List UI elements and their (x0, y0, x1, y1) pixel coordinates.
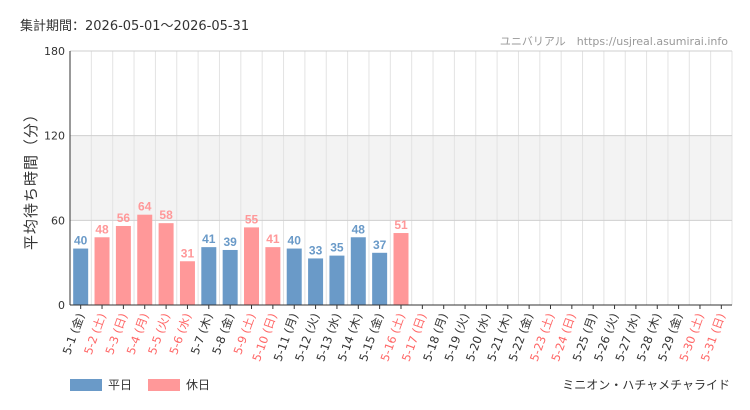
bar (350, 237, 366, 305)
bar-value-label: 48 (95, 222, 109, 236)
wait-time-chart: 40 48 56 64 58 31 41 39 55 41 40 33 35 48 37 51 0 60 120 1… (22, 45, 733, 363)
attraction-name: ミニオン・ハチャメチャライド (562, 378, 730, 392)
y-tick-label: 120 (44, 130, 65, 143)
legend: 平日 休日 (70, 376, 210, 393)
y-axis-label: 平均待ち時間（分） (22, 106, 40, 250)
y-tick-label: 60 (51, 214, 65, 227)
bar (73, 248, 89, 305)
bar (308, 258, 324, 305)
bar (115, 225, 131, 305)
legend-label-weekday: 平日 (108, 378, 133, 392)
bar (158, 223, 174, 305)
bar-value-label: 64 (138, 200, 152, 214)
legend-item-holiday: 休日 (148, 376, 210, 393)
bar (94, 237, 110, 305)
bar-value-label: 55 (245, 212, 259, 226)
site-credit: ユニバリアル https://usjreal.asumirai.info (499, 35, 728, 48)
bar-value-label: 39 (223, 235, 237, 249)
bar (393, 233, 409, 305)
bar (372, 252, 388, 305)
bar (244, 227, 260, 305)
bar-value-label: 56 (117, 211, 131, 225)
bar (329, 255, 345, 305)
bar-value-label: 58 (159, 208, 173, 222)
bar-value-label: 41 (202, 232, 216, 246)
bar-value-label: 51 (394, 218, 408, 232)
bar (222, 249, 238, 305)
y-tick-label: 180 (44, 45, 65, 58)
y-tick-label: 0 (58, 299, 65, 312)
bar-value-label: 35 (330, 241, 344, 255)
legend-swatch-holiday (148, 378, 181, 391)
legend-swatch-weekday (70, 378, 102, 391)
bar (179, 261, 195, 305)
plot-band (70, 135, 732, 221)
bar-value-label: 31 (181, 246, 195, 260)
legend-item-weekday: 平日 (70, 376, 132, 393)
bar-value-label: 33 (309, 243, 323, 257)
legend-label-holiday: 休日 (186, 378, 211, 392)
bar (286, 248, 302, 305)
period-text: 集計期間：2026-05-01～2026-05-31 (20, 19, 250, 34)
bar (137, 214, 153, 305)
bar-value-label: 40 (288, 234, 302, 248)
bar (201, 247, 217, 305)
bar (265, 247, 281, 305)
bar-value-label: 37 (373, 238, 387, 252)
bar-value-label: 41 (266, 232, 280, 246)
bar-value-label: 40 (74, 234, 88, 248)
bar-value-label: 48 (352, 222, 366, 236)
